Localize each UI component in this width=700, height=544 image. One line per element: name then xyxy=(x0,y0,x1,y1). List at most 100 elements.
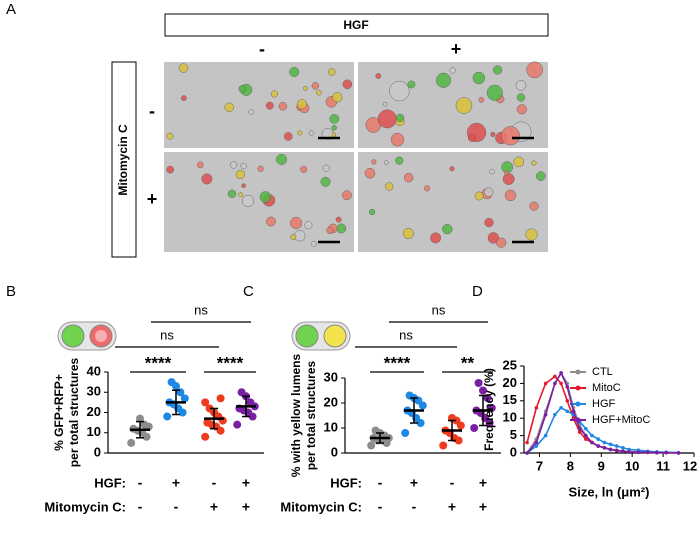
data-point xyxy=(590,433,594,438)
data-point xyxy=(203,418,212,427)
x-axis-label: Size, ln (μm²) xyxy=(569,484,650,499)
cell xyxy=(489,168,495,175)
data-point xyxy=(553,381,557,386)
cell xyxy=(180,95,187,101)
cell xyxy=(266,216,276,227)
data-point xyxy=(180,394,189,403)
cell xyxy=(496,237,507,248)
treatment-label: Mitomycin C xyxy=(116,124,130,196)
cell xyxy=(303,86,308,91)
y-tick-label: 10 xyxy=(324,419,338,434)
cell xyxy=(296,99,307,110)
cell xyxy=(516,93,526,102)
data-point xyxy=(636,450,641,455)
cell xyxy=(297,130,303,136)
level-label: - xyxy=(412,499,417,515)
cell xyxy=(342,79,353,90)
data-point xyxy=(534,405,539,410)
y-axis-label: % with yellow lumens xyxy=(289,353,303,477)
data-point xyxy=(614,448,619,453)
level-label: - xyxy=(149,101,155,121)
cell xyxy=(265,101,274,110)
data-point xyxy=(470,424,479,432)
cell xyxy=(385,182,394,191)
cell xyxy=(241,194,255,207)
cell xyxy=(248,109,255,115)
cell xyxy=(276,153,288,165)
data-point xyxy=(205,404,214,413)
x-tick-label: 8 xyxy=(567,458,574,473)
y-axis-label: Frequency (%) xyxy=(482,368,496,451)
cell xyxy=(241,183,246,188)
significance-label: ns xyxy=(399,327,413,342)
cell xyxy=(442,223,453,235)
cell xyxy=(278,101,288,111)
data-point xyxy=(621,449,625,454)
y-tick-label: 0 xyxy=(94,444,101,459)
data-point xyxy=(577,430,582,434)
level-label: + xyxy=(147,189,158,209)
legend-label: CTL xyxy=(592,366,613,378)
significance-label: ** xyxy=(461,353,475,372)
level-label: + xyxy=(451,39,462,59)
level-label: + xyxy=(242,475,250,491)
cell xyxy=(395,156,404,165)
cell xyxy=(227,189,237,199)
level-label: + xyxy=(479,475,487,491)
cell xyxy=(449,166,455,172)
micrographs xyxy=(164,61,548,252)
cell xyxy=(455,97,473,114)
y-axis-label: per total structures xyxy=(304,360,318,470)
cell xyxy=(487,232,500,244)
cell xyxy=(290,234,297,240)
cell xyxy=(197,161,204,169)
data-point xyxy=(201,398,210,407)
data-point xyxy=(584,437,588,441)
data-point xyxy=(655,450,659,455)
cell xyxy=(311,82,320,90)
y-tick-label: 20 xyxy=(324,394,338,409)
cell xyxy=(449,67,456,74)
data-point xyxy=(233,420,242,429)
data-point xyxy=(565,399,570,403)
treatment-box xyxy=(111,61,137,258)
level-label: + xyxy=(410,475,418,491)
x-tick-label: 7 xyxy=(536,458,543,473)
data-point xyxy=(584,433,588,438)
cell xyxy=(395,113,405,123)
level-label: - xyxy=(138,475,143,491)
cell xyxy=(257,165,264,172)
legend-marker xyxy=(575,417,581,423)
legend-marker xyxy=(575,369,581,375)
cell xyxy=(403,172,414,183)
data-point xyxy=(577,426,582,431)
cell xyxy=(382,101,388,107)
data-point xyxy=(367,441,376,450)
data-point xyxy=(627,450,631,454)
cell xyxy=(384,160,389,165)
legend-label: MitoC xyxy=(592,382,621,394)
level-label: + xyxy=(210,499,218,515)
level-label: - xyxy=(138,499,143,515)
significance-label: **** xyxy=(217,353,244,372)
cell xyxy=(375,73,382,79)
cell xyxy=(500,126,521,146)
data-point xyxy=(136,414,144,423)
cell xyxy=(377,109,397,129)
cell xyxy=(328,68,336,76)
cell xyxy=(513,156,525,168)
data-point xyxy=(571,409,576,414)
y-tick-label: 40 xyxy=(87,363,101,378)
level-label: - xyxy=(450,475,455,491)
cell xyxy=(493,65,503,75)
x-tick-label: 9 xyxy=(598,458,605,473)
significance-label: **** xyxy=(384,353,411,372)
data-point xyxy=(596,444,600,448)
cell xyxy=(502,173,515,185)
cell xyxy=(201,173,213,185)
x-tick-label: 10 xyxy=(625,458,639,473)
panel-label: D xyxy=(472,283,483,300)
data-point xyxy=(664,450,668,455)
cell xyxy=(270,90,279,98)
cell xyxy=(368,208,376,216)
